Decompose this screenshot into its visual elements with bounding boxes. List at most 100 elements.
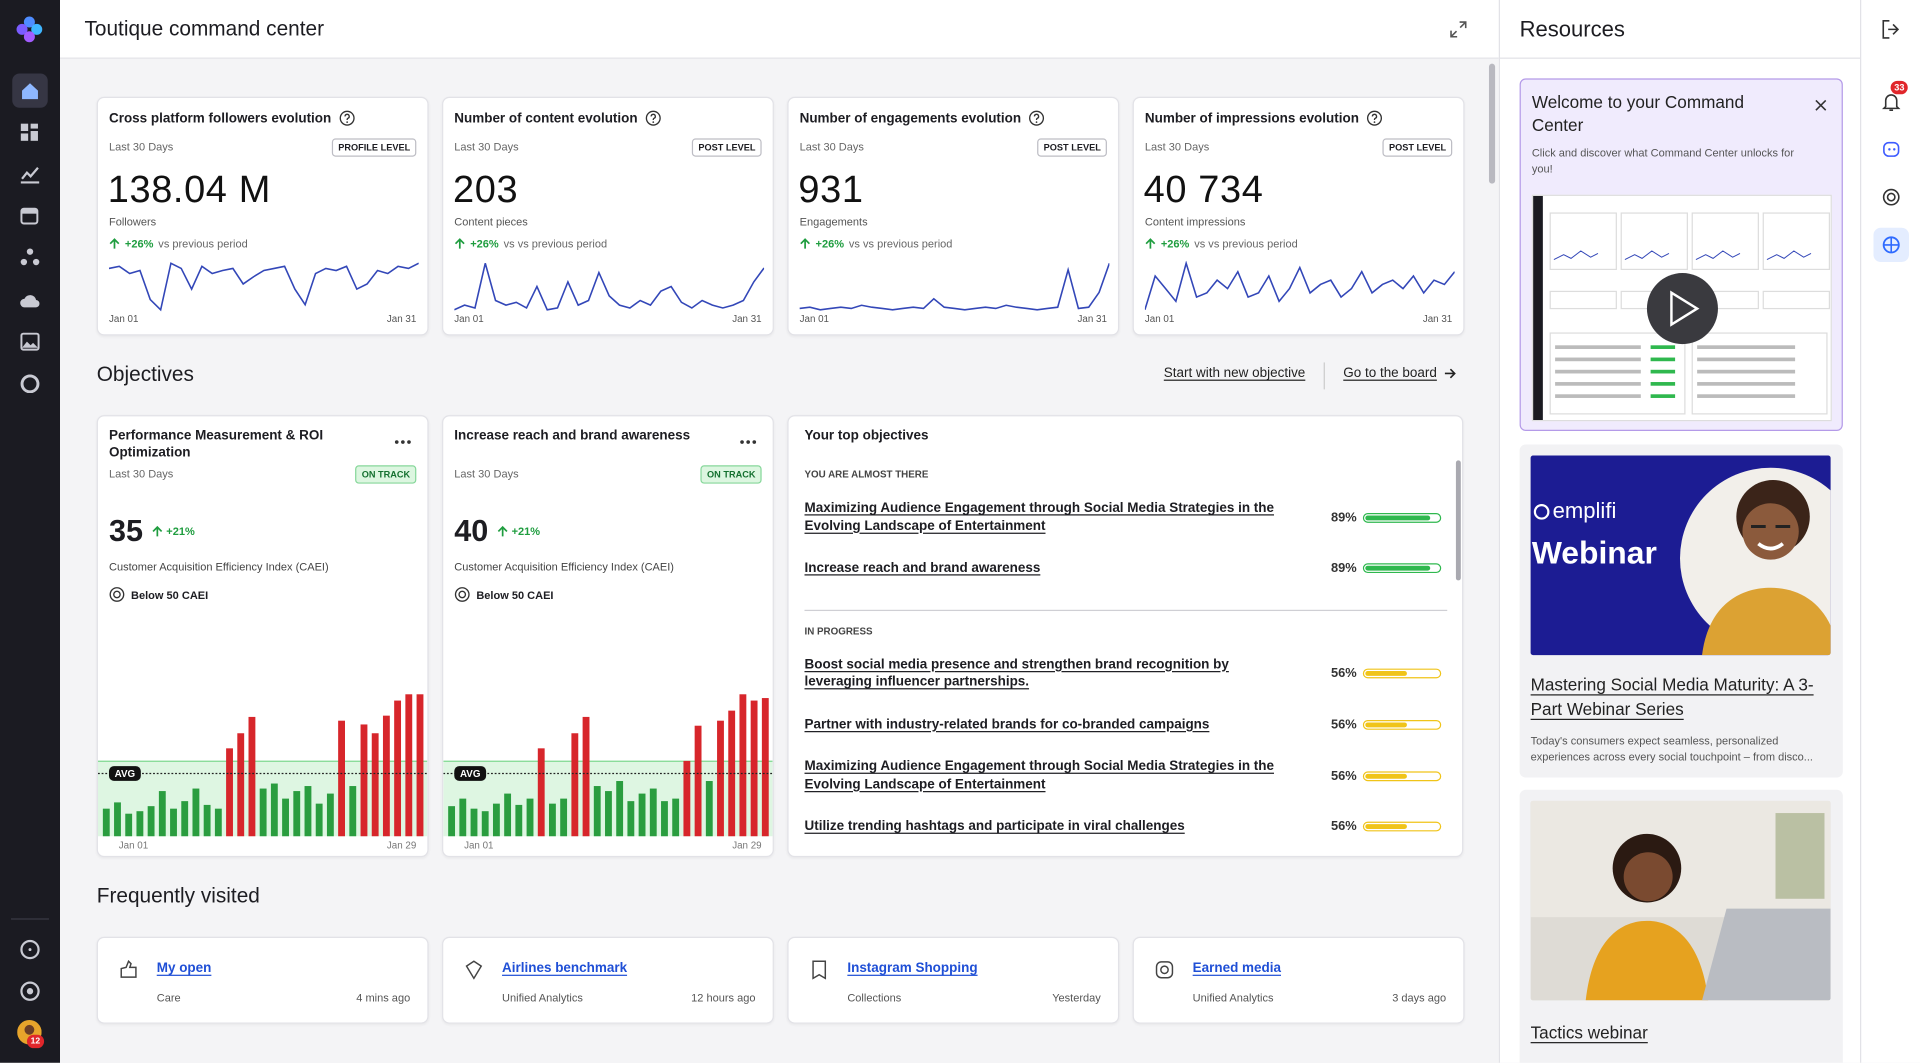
level-badge: POST LEVEL	[1037, 138, 1107, 157]
bar	[293, 791, 301, 837]
nav-icon[interactable]	[20, 373, 41, 394]
shortcut-time: 3 days ago	[1392, 991, 1447, 1005]
target-row: Below 50 CAEI	[109, 587, 208, 603]
nav-icon[interactable]	[20, 247, 41, 267]
bar	[304, 786, 312, 837]
article-title[interactable]: Tactics webinar	[1530, 1022, 1648, 1043]
help-icon[interactable]	[645, 110, 661, 126]
objective-link[interactable]: Maximizing Audience Engagement through S…	[804, 759, 1275, 792]
mini-tile	[1549, 290, 1617, 310]
resources-title: Resources	[1519, 17, 1625, 42]
level-badge: POST LEVEL	[1382, 138, 1453, 157]
brand-mark	[1533, 504, 1550, 520]
settings-icon[interactable]	[20, 981, 41, 1002]
shortcut-module: Care	[156, 991, 181, 1005]
mini-line	[1553, 250, 1599, 261]
more-menu[interactable]	[394, 440, 411, 445]
article-title[interactable]: Mastering Social Media Maturity: A 3-Par…	[1530, 674, 1814, 719]
help-icon[interactable]	[1366, 110, 1382, 126]
objective-link[interactable]: Increase reach and brand awareness	[804, 560, 1041, 576]
objective-link[interactable]: Partner with industry-related brands for…	[804, 716, 1210, 732]
objective-link[interactable]: Utilize trending hashtags and participat…	[804, 819, 1185, 834]
kpi-value: 138.04 M	[107, 167, 271, 211]
arrow	[1145, 238, 1156, 249]
help-icon[interactable]	[339, 110, 355, 126]
avg-label: AVG	[115, 769, 135, 780]
arrow	[497, 525, 508, 537]
change: +26%	[1160, 237, 1190, 250]
level-badge: PROFILE LEVEL	[332, 138, 417, 157]
shortcut-time: Yesterday	[1052, 991, 1101, 1005]
progress-track	[1362, 668, 1442, 679]
new-objective-link[interactable]: Start with new objective	[1163, 366, 1306, 381]
shortcut-icon	[465, 960, 483, 980]
cloud	[20, 295, 40, 308]
trend-line	[108, 262, 419, 312]
level-badge: POST LEVEL	[692, 138, 762, 157]
group-label: YOU ARE ALMOST THERE	[804, 468, 929, 481]
rail-icon[interactable]	[1882, 140, 1900, 160]
shortcut-icon	[812, 960, 827, 980]
comparison: vs vs previous period	[1194, 237, 1298, 250]
more-menu[interactable]	[740, 440, 757, 445]
nav-icon[interactable]	[20, 164, 41, 184]
board-link[interactable]: Go to the board	[1343, 366, 1437, 381]
bar	[672, 798, 680, 837]
change: +26%	[470, 237, 499, 250]
resources-header	[1500, 0, 1861, 59]
shortcut-link[interactable]: Instagram Shopping	[847, 961, 978, 976]
change: +26%	[124, 237, 154, 250]
t	[113, 590, 121, 599]
expand-icon[interactable]	[1450, 21, 1467, 38]
eye	[1888, 148, 1891, 151]
rail-icon[interactable]	[1882, 235, 1900, 255]
start-date: Jan 01	[464, 840, 494, 852]
objective-link[interactable]: Maximizing Audience Engagement through S…	[804, 500, 1275, 534]
section-title: Frequently visited	[96, 884, 260, 908]
progress-track	[1362, 512, 1442, 523]
rail-icon[interactable]	[1882, 92, 1901, 112]
help-icon[interactable]	[1028, 110, 1044, 126]
ring	[645, 110, 661, 126]
rail-icon[interactable]	[1882, 20, 1900, 40]
kpi-title: Number of engagements evolution	[799, 110, 1022, 126]
article-image	[1530, 800, 1831, 1001]
start-date: Jan 01	[799, 313, 830, 325]
person-face	[1623, 852, 1673, 902]
dot	[652, 121, 654, 123]
kpi-title-row: Number of engagements evolution	[800, 109, 1045, 127]
shortcut-link[interactable]: My open	[156, 961, 212, 976]
mini-tile	[1762, 290, 1831, 310]
nav-icon[interactable]	[20, 206, 41, 226]
progress-fill	[1365, 566, 1431, 571]
progress-fill	[1365, 514, 1431, 520]
shortcut-link[interactable]: Airlines benchmark	[502, 961, 628, 976]
brand-name: emplifi	[1552, 498, 1617, 523]
nav-icon[interactable]	[20, 81, 41, 101]
help-icon[interactable]	[20, 939, 41, 960]
bar	[259, 788, 267, 837]
nav-icon[interactable]	[20, 290, 41, 310]
nav-icon[interactable]	[20, 332, 41, 352]
bar	[349, 786, 357, 837]
logo-dot	[31, 23, 43, 35]
bot	[1883, 141, 1900, 157]
rail-icon[interactable]	[1882, 187, 1900, 207]
progress-track	[1362, 821, 1442, 832]
t	[109, 587, 125, 602]
objective-link[interactable]: Boost social media presence and strength…	[804, 656, 1229, 690]
video-thumbnail[interactable]	[1531, 194, 1832, 422]
top-objectives-panel: Your top objectives YOU ARE ALMOST THERE M…	[787, 415, 1464, 858]
i	[812, 960, 827, 980]
eye	[1893, 148, 1896, 151]
arrow-right-icon	[1445, 368, 1457, 379]
value-row: 35 +21%	[109, 514, 195, 548]
i	[1160, 965, 1169, 975]
bar	[717, 720, 724, 837]
shortcut-link[interactable]: Earned media	[1192, 961, 1281, 976]
trend-line	[799, 263, 1110, 311]
close-button[interactable]	[1815, 99, 1827, 111]
t	[1882, 188, 1900, 206]
bar	[394, 700, 402, 837]
nav-icon[interactable]	[20, 122, 41, 142]
